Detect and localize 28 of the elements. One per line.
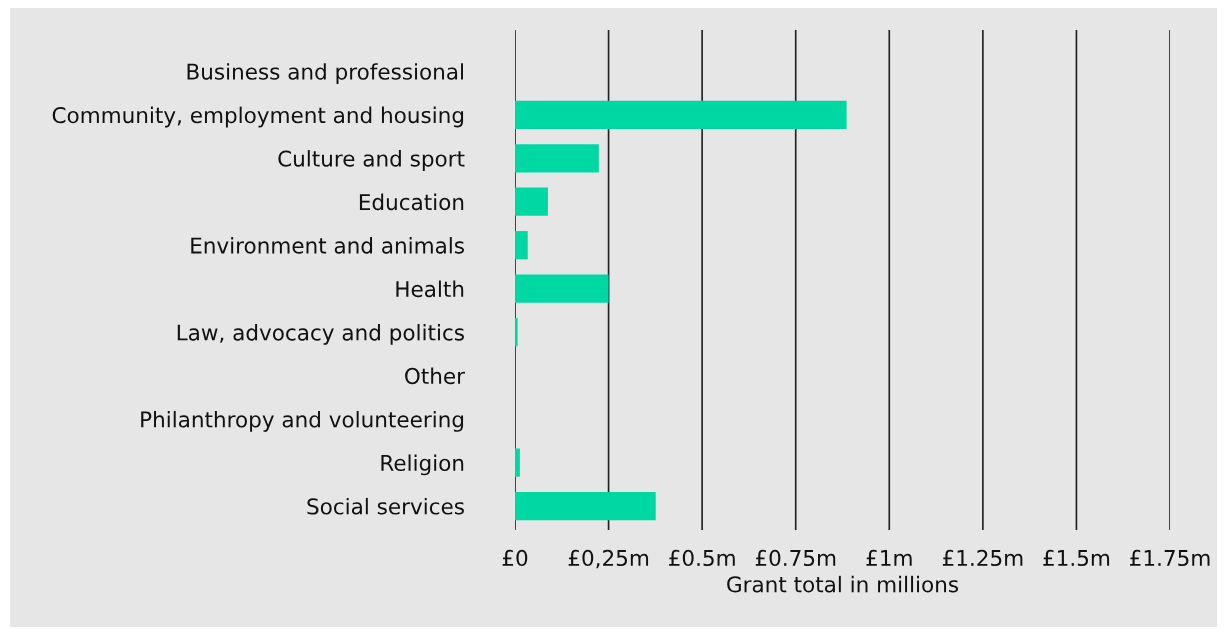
bar [515,100,847,129]
x-axis-title: Grant total in millions [727,575,959,593]
x-tick-label: £0.5m [669,549,735,567]
y-tick-label: Social services [307,497,464,515]
x-tick-label: £1.5m [1043,549,1110,567]
x-tick-label: £0 [502,549,528,567]
y-tick-label: Health [396,280,464,298]
y-tick-label: Other [405,367,465,385]
x-tick-label: £1m [866,549,912,566]
x-tick-label: £1.75m [1130,549,1210,567]
bar [515,187,548,216]
y-tick-label: Community, employment and housing [52,106,464,128]
bar [515,448,520,477]
bar [515,144,599,173]
y-tick-label: Law, advocacy and politics [177,324,464,345]
bar [515,231,528,260]
x-tick-label: £0,25m [568,549,649,569]
bar [515,274,609,303]
bar [515,318,518,347]
y-tick-label: Environment and animals [191,237,464,254]
x-tick-label: £0.75m [755,549,836,567]
y-tick-label: Culture and sport [278,150,465,171]
y-tick-label: Education [359,193,464,211]
y-tick-label: Business and professional [187,63,463,84]
bar [515,491,656,521]
y-tick-label: Philanthropy and volunteering [141,410,464,432]
y-tick-label: Religion [381,454,464,476]
x-tick-label: £1.25m [942,549,1023,567]
